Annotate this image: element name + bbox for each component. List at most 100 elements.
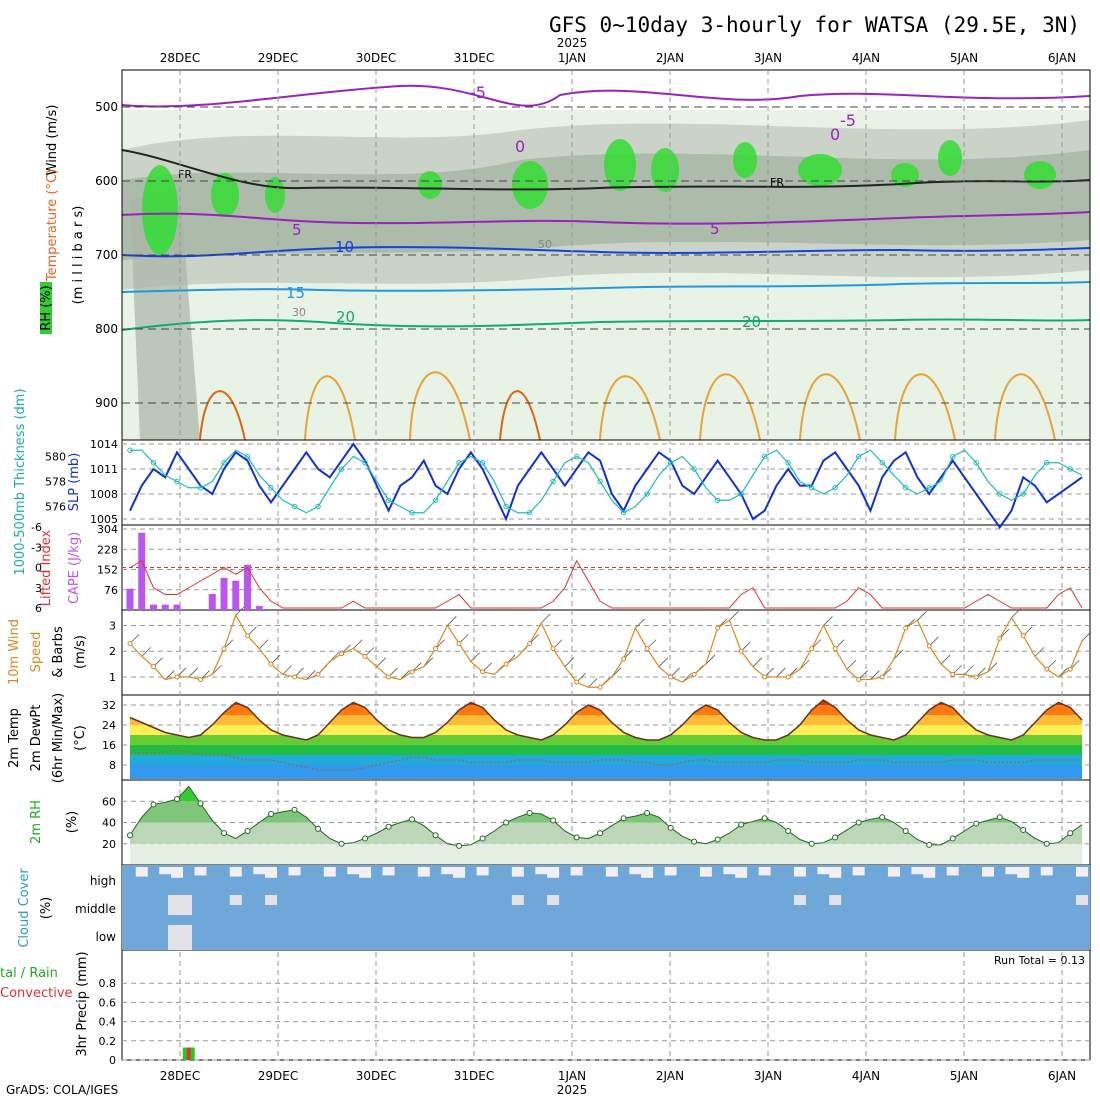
cape-tick: 152 bbox=[97, 564, 118, 577]
wind-speed-point bbox=[644, 646, 650, 652]
rh-point bbox=[385, 823, 392, 830]
thickness-point bbox=[714, 497, 721, 503]
wind-speed-point bbox=[785, 674, 791, 680]
thickness-point bbox=[950, 453, 956, 460]
thickness-point bbox=[1020, 491, 1026, 497]
precip-series bbox=[182, 1047, 195, 1060]
rh-point bbox=[362, 835, 369, 842]
temp-tick: 32 bbox=[102, 699, 116, 712]
wind-speed-point bbox=[245, 633, 251, 639]
cloud-cover-series bbox=[122, 865, 1090, 950]
wind10-label-c: & Barbs bbox=[51, 626, 66, 678]
wind-speed-point bbox=[315, 671, 321, 677]
cloud-mid-gap bbox=[547, 895, 560, 905]
wind-speed-point bbox=[127, 640, 133, 646]
cloud-high-gap bbox=[817, 867, 830, 875]
rh-point bbox=[973, 820, 980, 827]
rh-point bbox=[268, 811, 275, 817]
cloud-high-gap bbox=[417, 867, 430, 877]
li-line bbox=[129, 559, 1083, 609]
rh-band-lowgrey bbox=[130, 190, 200, 440]
thickness-point bbox=[127, 447, 133, 453]
rh-point bbox=[1043, 840, 1050, 847]
wind-tick: 2 bbox=[109, 645, 116, 658]
cloud-high-gap bbox=[735, 867, 748, 878]
cloud-low-gap bbox=[168, 925, 192, 950]
wind-speed-point bbox=[386, 674, 392, 680]
contour-label: 20 bbox=[336, 308, 355, 326]
wind-barb bbox=[541, 613, 551, 624]
cloud-level-label: middle bbox=[75, 902, 116, 916]
cape-bar bbox=[220, 578, 228, 610]
wind-speed-point bbox=[832, 646, 838, 652]
wind-barb bbox=[823, 616, 833, 626]
wind-barb bbox=[259, 639, 269, 649]
wind-speed-point bbox=[527, 640, 533, 646]
wind-speed-point bbox=[762, 674, 768, 680]
thickness-point bbox=[526, 510, 533, 516]
upper-air-gridlines bbox=[122, 106, 1090, 404]
date-label-bottom: 1JAN bbox=[558, 1069, 586, 1083]
wind-barb bbox=[917, 611, 927, 621]
wind-speed-point bbox=[950, 671, 956, 677]
wind-speed-point bbox=[151, 664, 157, 670]
wind-barb bbox=[1034, 647, 1045, 657]
wind-barb bbox=[846, 659, 857, 670]
cape-bar bbox=[255, 606, 263, 610]
wind-speed-point bbox=[221, 646, 227, 652]
rh-point bbox=[174, 796, 181, 803]
cloud-high-gap bbox=[664, 867, 677, 876]
wind-speed-point bbox=[738, 648, 744, 654]
isotherm-15 bbox=[121, 281, 1091, 293]
wind-speed-point bbox=[198, 677, 204, 683]
pressure-tick: 600 bbox=[95, 174, 118, 188]
thickness-point bbox=[597, 478, 603, 485]
thickness-point bbox=[197, 485, 204, 491]
rh-line bbox=[129, 785, 1083, 847]
lower-gridlines bbox=[122, 70, 1090, 1061]
pressure-tick: 800 bbox=[95, 322, 118, 336]
thickness-tick: 580 bbox=[45, 451, 66, 464]
wind10-series bbox=[127, 605, 1092, 690]
rh-point bbox=[338, 840, 345, 847]
cloud-high-gap bbox=[288, 867, 301, 876]
contour-label: 10 bbox=[335, 238, 354, 256]
wind-speed-point bbox=[1020, 633, 1026, 639]
cloud-mid-gap bbox=[1076, 895, 1088, 905]
cloud-mid-gap bbox=[265, 895, 278, 905]
wind-barb bbox=[658, 657, 669, 667]
date-label-bottom: 6JAN bbox=[1048, 1069, 1076, 1083]
contour-label: 20 bbox=[742, 313, 761, 331]
rh-point bbox=[644, 809, 651, 816]
temp-color-band bbox=[130, 715, 1082, 725]
precip-tick: 0.8 bbox=[99, 977, 117, 990]
thickness-point bbox=[385, 497, 392, 503]
temp-color-band bbox=[130, 745, 1082, 755]
thickness-point bbox=[456, 460, 462, 466]
date-label-bottom: 5JAN bbox=[950, 1069, 978, 1083]
cloud-high-gap bbox=[629, 867, 642, 875]
temp2m-label-d: (°C) bbox=[73, 725, 88, 751]
date-label-top: 1JAN bbox=[558, 51, 586, 65]
wind-speed-point bbox=[174, 674, 180, 680]
thickness-point bbox=[291, 503, 298, 510]
thickness-point bbox=[150, 460, 157, 466]
cloud-high-gap bbox=[793, 867, 806, 877]
cloud-mid-gap bbox=[511, 895, 524, 905]
date-label-bottom: 28DEC bbox=[160, 1069, 200, 1083]
isotherm-20 bbox=[121, 318, 1091, 331]
slp-tick: 1014 bbox=[90, 438, 118, 451]
rh-legend-swatch bbox=[40, 282, 52, 334]
isotherm-5 bbox=[121, 211, 1091, 225]
rh2m-label-a: 2m RH bbox=[29, 800, 44, 844]
date-label-bottom: 4JAN bbox=[852, 1069, 880, 1083]
contour-label: 0 bbox=[830, 125, 840, 144]
wind-speed-point bbox=[292, 674, 298, 680]
cloud-mid-gap bbox=[793, 895, 806, 905]
date-label-top: 4JAN bbox=[852, 51, 880, 65]
wind-barb bbox=[447, 616, 457, 626]
wind-tick: 1 bbox=[109, 671, 116, 684]
wind-barb bbox=[141, 647, 152, 657]
date-label-top: 31DEC bbox=[454, 51, 494, 65]
wind-speed-point bbox=[879, 674, 885, 680]
